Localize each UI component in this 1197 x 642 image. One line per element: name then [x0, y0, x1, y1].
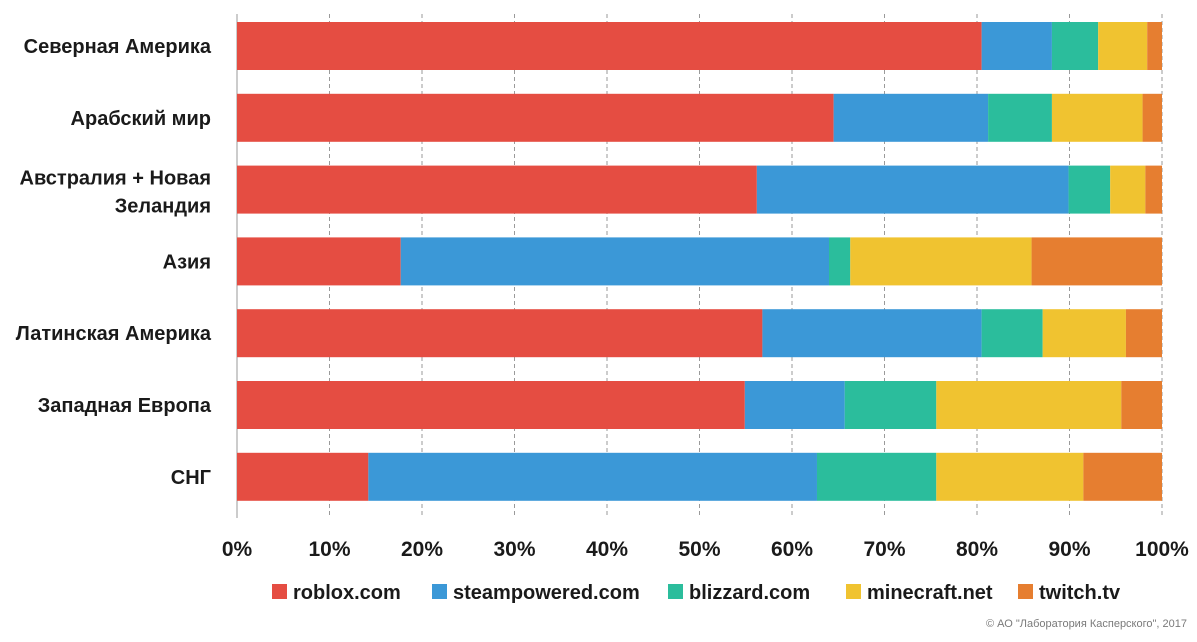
category-label: СНГ: [171, 467, 211, 489]
category-labels: Северная Америка Арабский мир Австралия + …: [16, 36, 212, 489]
category-label: Западная Европа: [38, 395, 212, 417]
bar-segment: [237, 165, 757, 214]
bar-segment: [237, 93, 834, 142]
bar-segment: [237, 452, 369, 501]
bar-segment: [1068, 165, 1111, 214]
bar-segment: [1121, 381, 1162, 429]
bar-segment: [237, 22, 982, 70]
bar-segment: [744, 381, 845, 429]
copyright-notice: © АО "Лаборатория Касперского", 2017: [986, 618, 1187, 630]
legend-swatch: [272, 584, 287, 599]
bar-segment: [988, 93, 1052, 142]
bar-segment: [1031, 237, 1162, 286]
bar-segment: [936, 452, 1084, 501]
bar-segment: [1098, 22, 1148, 70]
x-tick-label: 90%: [1048, 538, 1090, 561]
x-axis-tick-labels: 0% 10% 20% 30% 40% 50% 60% 70% 80% 90% 100%: [222, 538, 1189, 561]
x-tick-label: 80%: [956, 538, 998, 561]
x-tick-label: 50%: [678, 538, 720, 561]
x-tick-label: 40%: [586, 538, 628, 561]
bar-segment: [816, 452, 937, 501]
bar-segment: [829, 237, 851, 286]
bar-segment: [762, 309, 982, 358]
bar-segment: [1083, 452, 1162, 501]
x-tick-label: 0%: [222, 538, 253, 561]
bar-segment: [833, 93, 989, 142]
x-tick-label: 30%: [493, 538, 535, 561]
legend-label: twitch.tv: [1039, 582, 1121, 604]
bar-segment: [1147, 22, 1162, 70]
bar-segment: [237, 309, 763, 358]
bar-segment: [1145, 165, 1162, 214]
bar-segment: [400, 237, 829, 286]
x-tick-label: 10%: [308, 538, 350, 561]
bar-segment: [1051, 93, 1143, 142]
bar-segment: [850, 237, 1032, 286]
category-label: Арабский мир: [71, 108, 211, 130]
bar-segment: [981, 22, 1052, 70]
legend-label: blizzard.com: [689, 582, 810, 604]
bar-segment: [844, 381, 937, 429]
bar-segment: [1110, 165, 1146, 214]
x-tick-label: 100%: [1135, 538, 1189, 561]
legend-swatch: [668, 584, 683, 599]
bar-segment: [237, 237, 401, 286]
legend-label: roblox.com: [293, 582, 401, 604]
bar-segment: [1142, 93, 1162, 142]
category-label: Северная Америка: [24, 36, 212, 58]
legend-label: minecraft.net: [867, 582, 993, 604]
legend-swatch: [1018, 584, 1033, 599]
legend-swatch: [432, 584, 447, 599]
x-tick-label: 70%: [863, 538, 905, 561]
bar-segment: [1125, 309, 1162, 358]
category-label: Азия: [163, 251, 211, 273]
bar-segment: [1042, 309, 1126, 358]
x-tick-label: 60%: [771, 538, 813, 561]
legend: roblox.com steampowered.com blizzard.com mi…: [272, 582, 1121, 604]
bar-segment: [237, 381, 745, 429]
bars: [237, 22, 1162, 501]
bar-segment: [1051, 22, 1099, 70]
category-label: Латинская Америка: [16, 323, 212, 345]
legend-swatch: [846, 584, 861, 599]
x-tick-label: 20%: [401, 538, 443, 561]
legend-label: steampowered.com: [453, 582, 640, 604]
bar-segment: [981, 309, 1043, 358]
bar-segment: [756, 165, 1069, 214]
category-label: Австралия + Новая Зеландия: [20, 168, 211, 218]
bar-segment: [368, 452, 817, 501]
bar-segment: [936, 381, 1122, 429]
